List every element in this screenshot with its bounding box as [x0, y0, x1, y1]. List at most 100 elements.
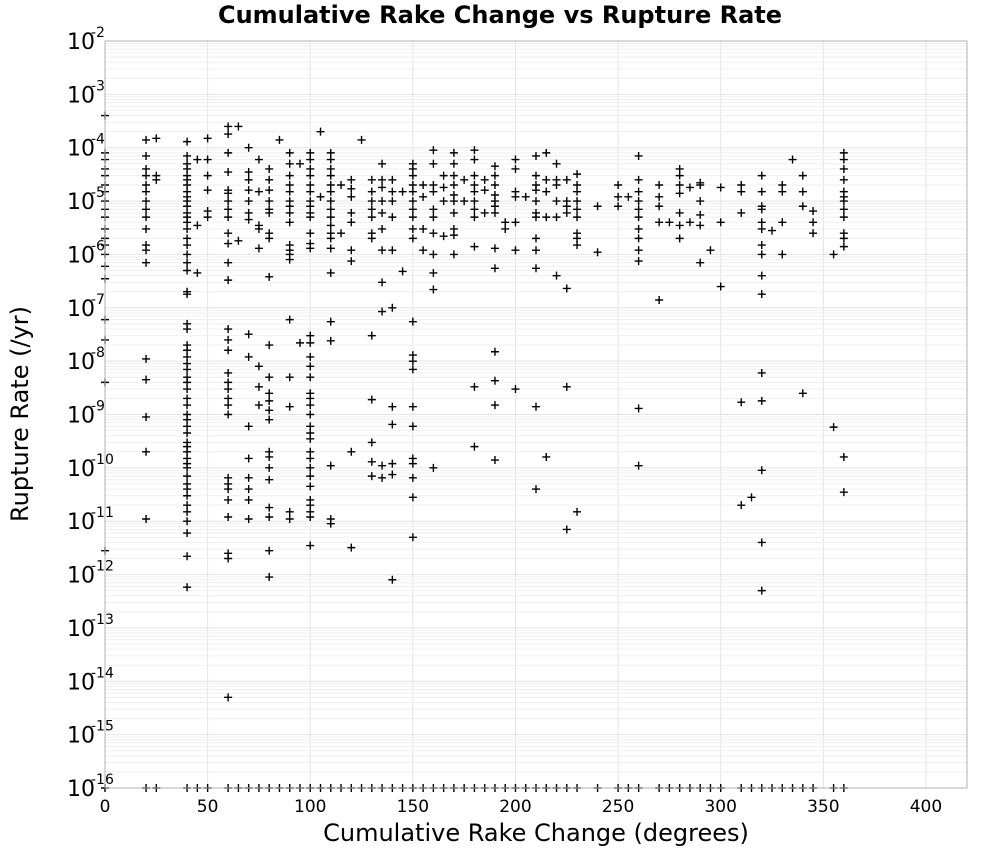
data-point	[408, 171, 417, 180]
data-point	[244, 495, 253, 504]
data-point	[244, 215, 253, 224]
data-point	[224, 239, 233, 248]
x-axis-ticks: 0 50 100 150 200 250 300 350 400	[100, 797, 943, 817]
data-point	[244, 186, 253, 195]
data-point	[768, 226, 777, 235]
data-point	[655, 192, 664, 201]
data-point	[408, 459, 417, 468]
data-point	[490, 171, 499, 180]
data-point	[562, 382, 571, 391]
data-point	[367, 472, 376, 481]
data-point	[501, 224, 510, 233]
data-point	[408, 181, 417, 190]
data-point	[193, 155, 202, 164]
y-axis-label: Rupture Rate (/yr)	[6, 306, 34, 522]
data-point	[224, 122, 233, 131]
data-point	[306, 401, 315, 410]
data-point	[470, 442, 479, 451]
data-point	[573, 205, 582, 214]
data-point	[306, 181, 315, 190]
data-point	[142, 213, 151, 222]
data-point	[326, 336, 335, 345]
data-point	[367, 197, 376, 206]
data-point	[224, 401, 233, 410]
data-point	[839, 488, 848, 497]
data-point	[367, 457, 376, 466]
data-point	[593, 248, 602, 257]
data-point	[183, 552, 192, 561]
data-point	[634, 257, 643, 266]
y-tick-label: 10	[67, 510, 95, 535]
data-point	[265, 234, 274, 243]
y-tick-exponent: -14	[91, 665, 114, 681]
data-point	[398, 187, 407, 196]
data-point	[326, 461, 335, 470]
data-point	[295, 159, 304, 168]
data-point	[326, 244, 335, 253]
data-point	[183, 429, 192, 438]
data-point	[224, 346, 233, 355]
data-point	[614, 181, 623, 190]
data-point	[675, 171, 684, 180]
data-point	[234, 122, 243, 131]
y-tick-exponent: -8	[91, 345, 105, 361]
data-point	[265, 373, 274, 382]
data-point	[326, 213, 335, 222]
data-point	[490, 264, 499, 273]
data-point	[265, 573, 274, 582]
data-point	[439, 232, 448, 241]
data-point	[408, 197, 417, 206]
data-point	[419, 224, 428, 233]
data-point	[183, 258, 192, 267]
data-point	[429, 205, 438, 214]
data-point	[265, 341, 274, 350]
data-point	[408, 187, 417, 196]
data-point	[696, 181, 705, 190]
data-point	[347, 447, 356, 456]
data-point	[224, 130, 233, 139]
y-tick-exponent: -2	[91, 25, 105, 41]
data-point	[224, 189, 233, 198]
data-point	[675, 181, 684, 190]
data-point	[480, 208, 489, 217]
y-tick-exponent: -6	[91, 238, 105, 254]
data-point	[490, 456, 499, 465]
data-point	[316, 192, 325, 201]
data-point	[490, 376, 499, 385]
data-point	[142, 171, 151, 180]
data-point	[306, 229, 315, 238]
data-point	[470, 213, 479, 222]
data-point	[470, 146, 479, 155]
data-point	[490, 208, 499, 217]
data-point	[265, 396, 274, 405]
data-point	[347, 208, 356, 217]
data-point	[265, 503, 274, 512]
data-point	[265, 208, 274, 217]
data-point	[655, 181, 664, 190]
data-point	[419, 246, 428, 255]
data-point	[326, 317, 335, 326]
data-point	[634, 213, 643, 222]
data-point	[183, 529, 192, 538]
data-point	[429, 146, 438, 155]
data-point	[716, 218, 725, 227]
data-point	[408, 234, 417, 243]
plot-frame	[104, 40, 968, 789]
data-point	[378, 307, 387, 316]
data-point	[285, 373, 294, 382]
data-point	[429, 213, 438, 222]
data-point	[203, 134, 212, 143]
data-point	[265, 452, 274, 461]
data-point	[347, 192, 356, 201]
data-point	[244, 485, 253, 494]
data-point	[203, 213, 212, 222]
data-point	[419, 181, 428, 190]
data-point	[203, 155, 212, 164]
data-point	[306, 244, 315, 253]
data-point	[521, 192, 530, 201]
data-point	[778, 187, 787, 196]
data-point	[511, 164, 520, 173]
data-point	[326, 171, 335, 180]
data-point	[388, 470, 397, 479]
data-point	[265, 186, 274, 195]
